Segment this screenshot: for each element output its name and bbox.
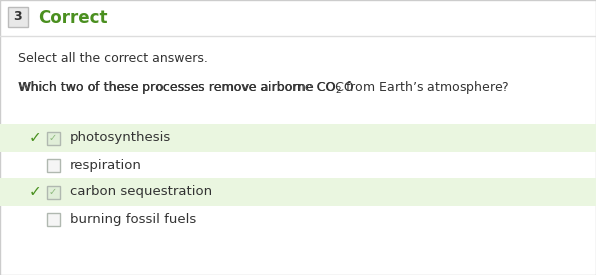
Bar [0,124,596,152]
Text: ✓: ✓ [49,133,57,143]
Text: ✓: ✓ [29,131,41,145]
Text: photosynthesis: photosynthesis [70,131,171,144]
Bar [46,186,60,199]
Text: Select all the correct answers.: Select all the correct answers. [18,51,208,65]
Text: burning fossil fuels: burning fossil fuels [70,213,196,226]
Bar [46,213,60,226]
Text: ✓: ✓ [49,187,57,197]
Text: respiration: respiration [70,158,142,172]
Bar [46,158,60,172]
Bar [46,131,60,144]
Text: 3: 3 [14,10,22,23]
Text: Correct: Correct [38,9,107,27]
Bar [8,7,28,27]
Text: Which two of these processes remove airborne $\mathregular{CO_2}$ from Earth’s a: Which two of these processes remove airb… [18,79,510,97]
Text: ✓: ✓ [29,185,41,199]
Text: Which two of these processes remove airborne COCO: Which two of these processes remove airb… [18,81,354,95]
Text: carbon sequestration: carbon sequestration [70,186,212,199]
Bar [0,178,596,206]
